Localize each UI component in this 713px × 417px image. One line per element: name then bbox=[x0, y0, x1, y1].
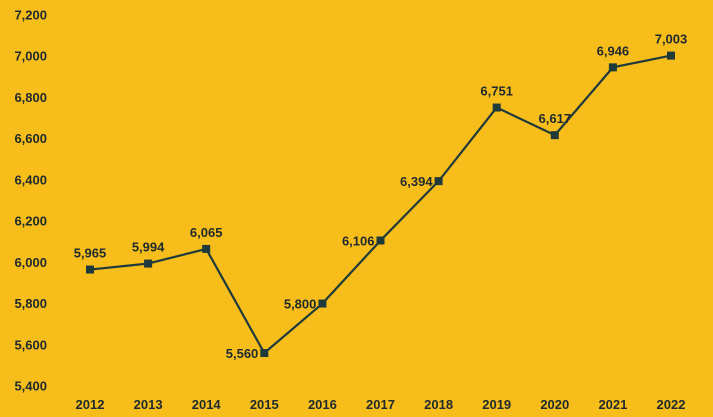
series-line bbox=[89, 54, 672, 355]
data-label: 5,994 bbox=[132, 240, 165, 255]
data-label: 5,560 bbox=[226, 346, 259, 361]
data-point bbox=[376, 236, 385, 245]
data-label: 6,617 bbox=[539, 111, 572, 126]
y-axis: 5,400 5,600 5,800 6,000 6,200 6,400 6,600 6,800… bbox=[14, 8, 47, 394]
y-tick-label: 5,400 bbox=[14, 379, 47, 394]
x-tick-label: 2019 bbox=[482, 397, 511, 412]
data-point bbox=[144, 259, 153, 268]
y-tick-label: 7,000 bbox=[14, 49, 47, 64]
y-tick-label: 7,200 bbox=[14, 8, 47, 23]
x-tick-label: 2020 bbox=[540, 397, 569, 412]
y-tick-label: 6,400 bbox=[14, 172, 47, 187]
data-point bbox=[667, 51, 675, 60]
x-tick-label: 2017 bbox=[366, 397, 395, 412]
data-label: 6,751 bbox=[480, 84, 513, 99]
y-tick-label: 6,800 bbox=[14, 90, 47, 105]
x-tick-label: 2018 bbox=[424, 397, 453, 412]
data-label: 5,965 bbox=[74, 246, 107, 261]
data-point bbox=[202, 244, 211, 253]
x-tick-label: 2021 bbox=[598, 397, 627, 412]
data-label: 6,946 bbox=[597, 43, 630, 58]
x-tick-label: 2022 bbox=[657, 397, 686, 412]
x-tick-label: 2014 bbox=[192, 397, 222, 412]
data-point bbox=[608, 63, 617, 72]
x-axis: 2012 2013 2014 2015 2016 2017 2018 2019 2020 2021… bbox=[76, 397, 686, 412]
data-label: 6,106 bbox=[342, 233, 375, 248]
y-tick-label: 5,800 bbox=[14, 296, 47, 311]
data-label: 7,003 bbox=[655, 32, 688, 47]
data-point bbox=[492, 103, 501, 112]
x-tick-label: 2012 bbox=[76, 397, 105, 412]
data-point bbox=[550, 131, 559, 140]
data-point bbox=[434, 177, 443, 186]
x-tick-label: 2016 bbox=[308, 397, 337, 412]
data-point bbox=[318, 299, 327, 308]
y-tick-label: 6,000 bbox=[14, 255, 47, 270]
data-label: 6,394 bbox=[400, 174, 433, 189]
x-tick-label: 2013 bbox=[134, 397, 163, 412]
data-point bbox=[86, 265, 94, 274]
data-point bbox=[260, 349, 269, 358]
data-label: 5,800 bbox=[284, 297, 317, 312]
x-tick-label: 2015 bbox=[250, 397, 279, 412]
y-tick-label: 6,600 bbox=[14, 131, 47, 146]
y-tick-label: 5,600 bbox=[14, 337, 47, 352]
y-tick-label: 6,200 bbox=[14, 214, 47, 229]
data-label: 6,065 bbox=[190, 225, 223, 240]
series-layer: 5,965 5,994 6,065 5,560 5,800 6,106 6,394 6,751… bbox=[74, 32, 688, 361]
